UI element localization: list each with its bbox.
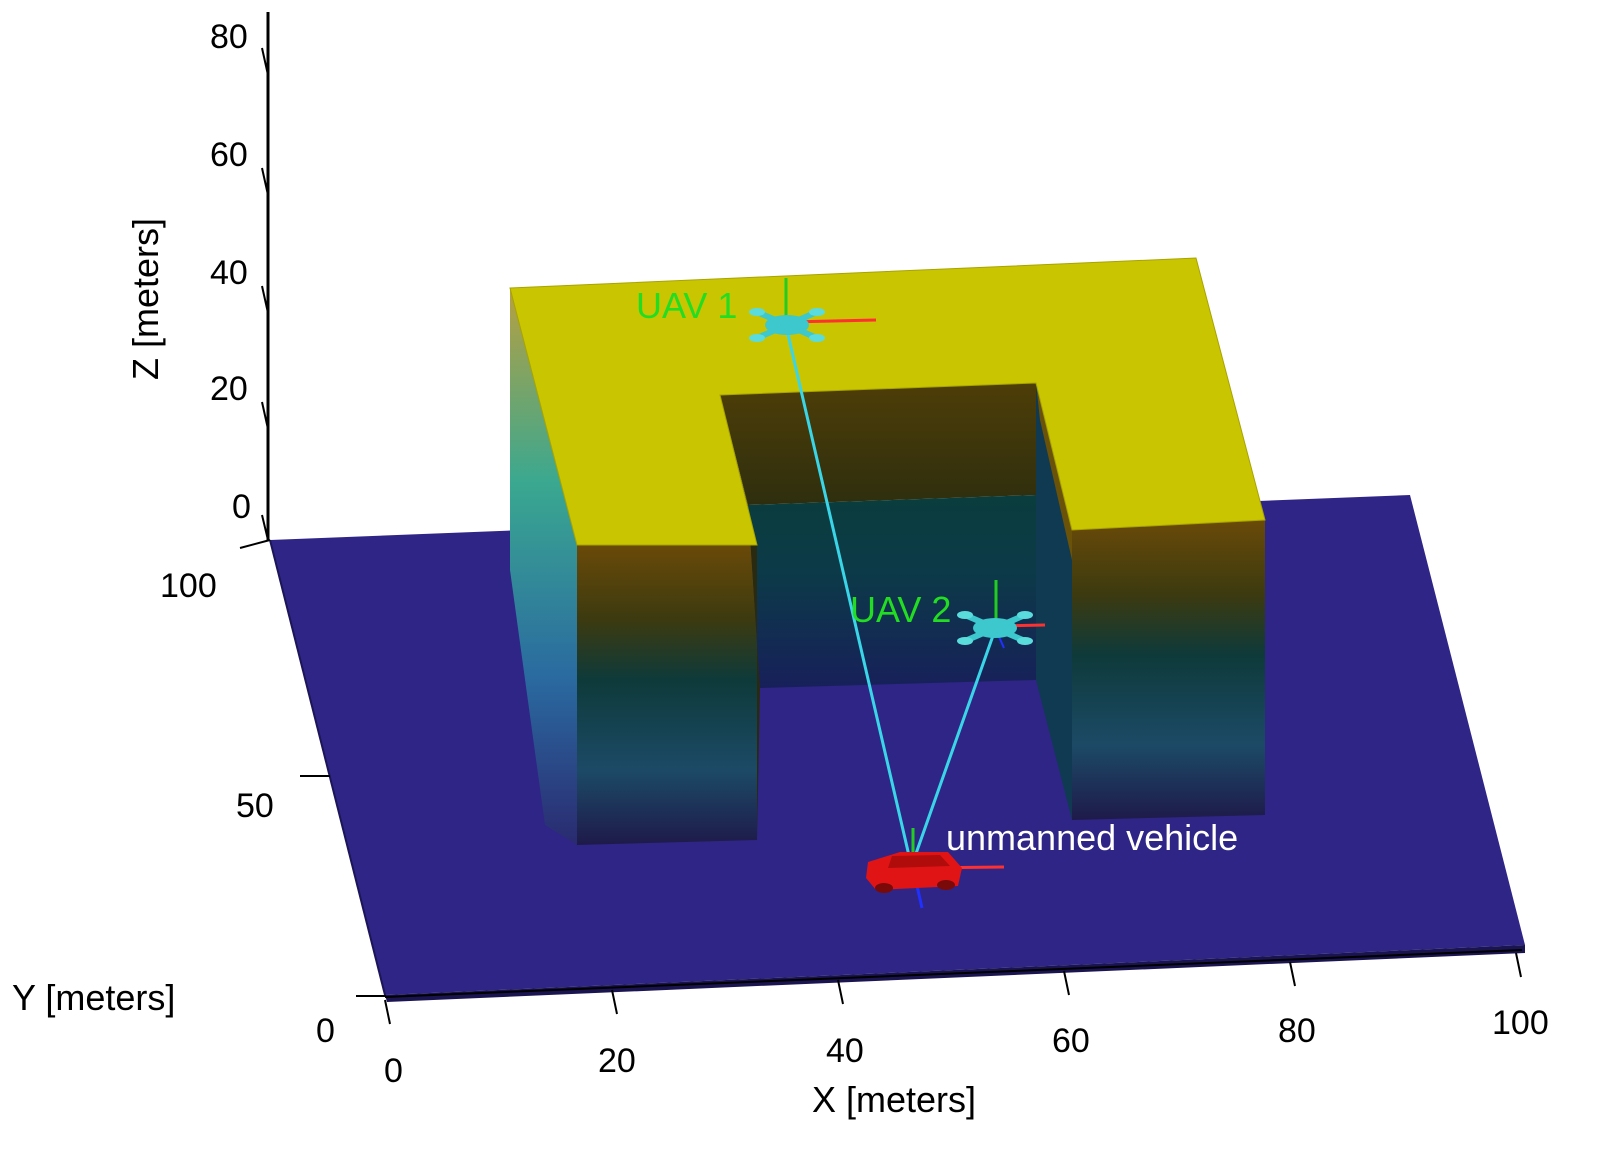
y-tick-50: 50 (236, 787, 274, 825)
y-axis: 100 50 0 Y [meters] (12, 539, 386, 1050)
uav-1-label: UAV 1 (636, 285, 737, 326)
z-axis-label: Z [meters] (125, 218, 166, 380)
communication-links (785, 329, 997, 863)
z-tick-40: 40 (210, 254, 248, 292)
y-axis-label: Y [meters] (12, 977, 175, 1018)
z-tick-80: 80 (210, 18, 248, 56)
uav-2-model (957, 580, 1046, 649)
x-tick-60: 60 (1052, 1022, 1090, 1060)
unmanned-vehicle-model (866, 828, 1005, 909)
x-tick-0: 0 (384, 1052, 403, 1090)
unmanned-vehicle-label: unmanned vehicle (946, 817, 1238, 858)
y-tick-100: 100 (160, 567, 217, 605)
x-tick-40: 40 (826, 1032, 864, 1070)
z-axis: 80 60 40 20 0 Z [meters] (125, 12, 270, 541)
uav-1-model (749, 278, 877, 342)
x-tick-100: 100 (1492, 1004, 1549, 1042)
x-axis: 0 20 40 60 80 100 X [meters] (384, 949, 1549, 1120)
z-tick-20: 20 (210, 370, 248, 408)
x-tick-80: 80 (1278, 1012, 1316, 1050)
uav-2-label: UAV 2 (850, 589, 951, 630)
x-tick-20: 20 (598, 1042, 636, 1080)
z-tick-0: 0 (232, 488, 251, 526)
x-axis-label: X [meters] (812, 1079, 976, 1120)
y-tick-0: 0 (316, 1012, 335, 1050)
u-shaped-building (509, 257, 1266, 845)
z-tick-60: 60 (210, 136, 248, 174)
